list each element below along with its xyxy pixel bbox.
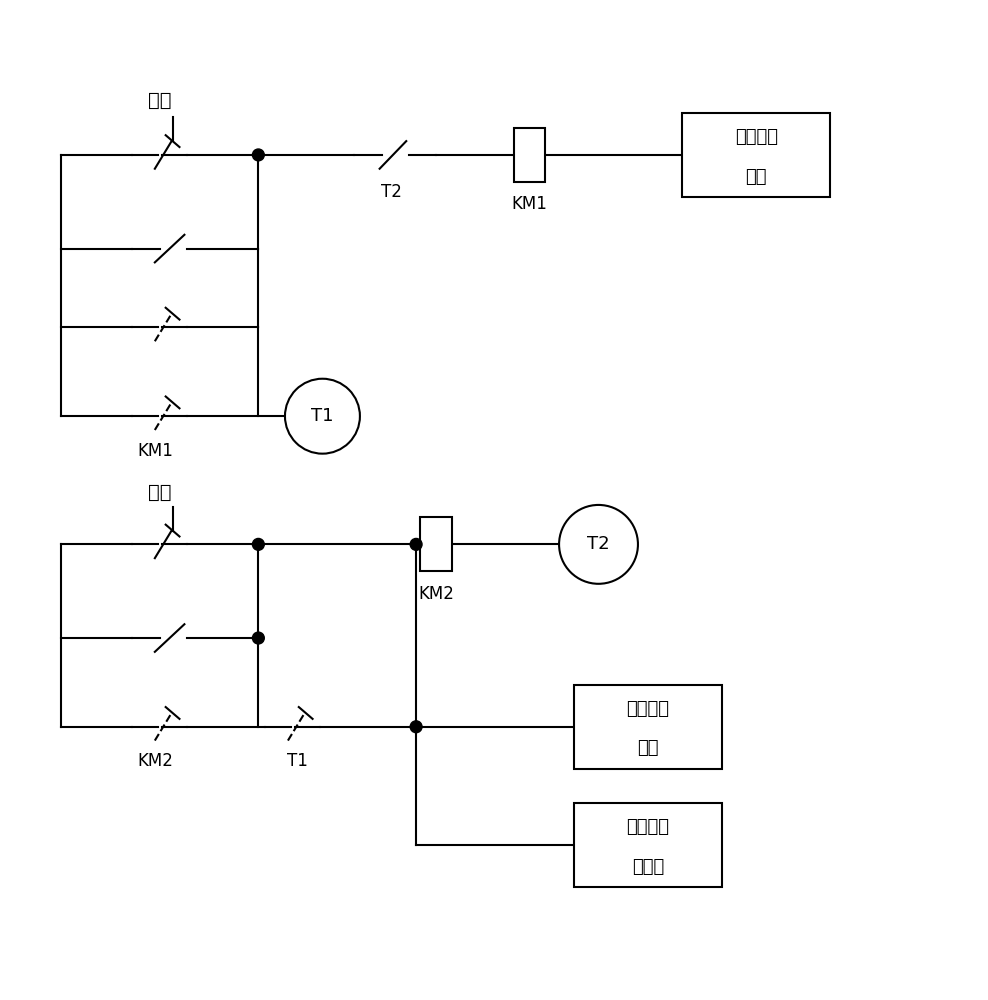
Text: T1: T1 xyxy=(288,752,308,770)
Circle shape xyxy=(253,632,264,644)
Text: 高压静电: 高压静电 xyxy=(626,818,669,836)
Text: T2: T2 xyxy=(381,183,402,201)
FancyBboxPatch shape xyxy=(574,803,722,887)
FancyBboxPatch shape xyxy=(683,113,830,197)
Text: 发生器: 发生器 xyxy=(631,858,664,876)
Circle shape xyxy=(253,538,264,550)
Circle shape xyxy=(285,379,360,454)
Text: KM1: KM1 xyxy=(512,195,547,213)
Text: 第一变频: 第一变频 xyxy=(735,128,778,146)
Text: 电机: 电机 xyxy=(637,739,659,757)
Text: 第二变频: 第二变频 xyxy=(626,700,669,718)
Circle shape xyxy=(410,538,422,550)
FancyBboxPatch shape xyxy=(420,517,452,571)
Text: T1: T1 xyxy=(311,407,334,425)
Text: KM2: KM2 xyxy=(137,752,173,770)
FancyBboxPatch shape xyxy=(514,128,545,182)
Text: KM1: KM1 xyxy=(137,442,173,460)
Circle shape xyxy=(410,721,422,733)
Text: 启动: 启动 xyxy=(148,91,172,110)
Circle shape xyxy=(559,505,638,584)
Text: 停止: 停止 xyxy=(148,483,172,502)
FancyBboxPatch shape xyxy=(574,685,722,769)
Text: T2: T2 xyxy=(587,535,610,553)
Text: KM2: KM2 xyxy=(418,585,453,603)
Text: 电机: 电机 xyxy=(746,168,767,186)
Circle shape xyxy=(253,149,264,161)
